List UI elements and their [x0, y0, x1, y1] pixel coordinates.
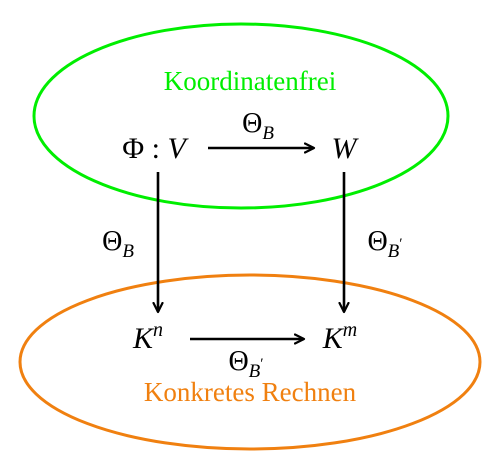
bottom-arrow-label: ΘB′ — [228, 346, 263, 382]
node-phi-v: Φ : V — [122, 132, 189, 165]
coordinate-free-label: Koordinatenfrei — [164, 66, 336, 96]
right-arrow-label: ΘB′ — [367, 226, 402, 262]
concrete-computation-region — [18, 273, 482, 451]
left-arrow-label: ΘB — [102, 226, 134, 262]
coordinate-free-region — [32, 22, 450, 210]
concrete-computation-label: Konkretes Rechnen — [144, 377, 357, 407]
node-k-m: Km — [322, 319, 357, 355]
node-w: W — [332, 132, 360, 165]
top-arrow-label: ΘB — [242, 108, 274, 144]
node-k-n: Kn — [132, 319, 163, 355]
